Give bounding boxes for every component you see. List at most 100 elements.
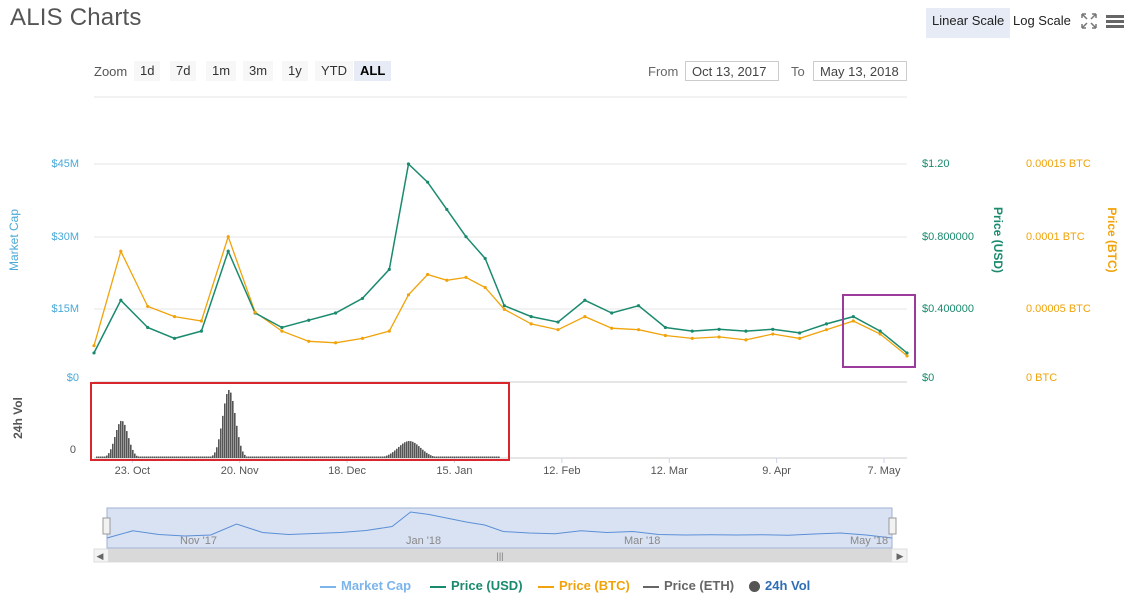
- price-usd-point: [771, 327, 775, 331]
- price-usd-point: [744, 329, 748, 333]
- volume-bar: [494, 456, 496, 458]
- volume-bar: [300, 456, 302, 458]
- price-usd-point: [529, 315, 533, 319]
- volume-bar: [456, 456, 458, 458]
- volume-bar: [258, 456, 260, 458]
- zoom-1y-button[interactable]: 1y: [282, 61, 308, 81]
- legend-item-price-usd-[interactable]: Price (USD): [430, 577, 523, 595]
- volume-bar: [208, 456, 210, 458]
- fullscreen-icon[interactable]: [1080, 12, 1100, 32]
- price-btc-point: [636, 328, 641, 332]
- zoom-1m-button[interactable]: 1m: [206, 61, 237, 81]
- volume-bar: [228, 390, 230, 458]
- legend-item-price-btc-[interactable]: Price (BTC): [538, 577, 630, 595]
- price-usd-point: [878, 329, 882, 333]
- volume-bar: [330, 456, 332, 458]
- navigator[interactable]: Nov '17 Jan '18 Mar '18 May '18: [102, 507, 897, 549]
- price-btc-point: [905, 354, 909, 358]
- price-usd-point: [307, 318, 311, 322]
- volume-bar: [428, 454, 430, 458]
- price-btc-point: [717, 335, 721, 339]
- legend-item-price-eth-[interactable]: Price (ETH): [643, 577, 734, 595]
- legend-label: Price (ETH): [664, 578, 735, 593]
- volume-bar: [132, 449, 134, 458]
- price-btc-point: [445, 278, 449, 282]
- volume-bar: [436, 456, 438, 458]
- volume-bar: [150, 456, 152, 458]
- scrollbar-thumb[interactable]: [108, 549, 892, 562]
- volume-bar: [392, 452, 394, 458]
- volume-bar: [140, 456, 142, 458]
- volume-bar: [400, 445, 402, 458]
- price-btc-point: [502, 307, 506, 311]
- scrollbar[interactable]: ◀ ▶ |||: [93, 548, 908, 563]
- volume-bar: [404, 442, 406, 458]
- volume-bar: [252, 456, 254, 458]
- purple-highlight-box: [842, 294, 916, 368]
- left-tick-0: $0: [67, 372, 79, 384]
- volume-bar: [178, 456, 180, 458]
- volume-bar: [204, 456, 206, 458]
- volume-bar: [478, 456, 480, 458]
- menu-icon[interactable]: [1105, 12, 1125, 32]
- volume-bar: [358, 456, 360, 458]
- x-axis-ticks: 23. Oct 20. Nov 18. Dec 15. Jan 12. Feb 12. M…: [115, 458, 901, 477]
- linear-scale-button[interactable]: Linear Scale: [926, 8, 1011, 38]
- nav-tick-may: May '18: [850, 535, 888, 547]
- legend-label: Market Cap: [341, 578, 412, 593]
- price-usd-point: [556, 320, 560, 324]
- market-cap-axis-title: Market Cap: [7, 209, 21, 271]
- navigator-right-handle[interactable]: [888, 517, 897, 535]
- navigator-left-handle[interactable]: [102, 517, 111, 535]
- from-date-input[interactable]: Oct 13, 2017: [685, 61, 779, 81]
- volume-bar: [458, 456, 460, 458]
- legend-item-24h-vol[interactable]: 24h Vol: [749, 577, 810, 595]
- volume-bar: [232, 400, 234, 458]
- volume-bar: [372, 456, 374, 458]
- volume-bar: [144, 456, 146, 458]
- volume-bar: [294, 456, 296, 458]
- volume-bar: [188, 456, 190, 458]
- price-usd-point: [226, 249, 230, 253]
- price-btc-point: [529, 322, 533, 326]
- zoom-7d-button[interactable]: 7d: [170, 61, 197, 81]
- volume-bar: [270, 456, 272, 458]
- volume-bar: [206, 456, 208, 458]
- price-btc-point: [172, 315, 177, 319]
- zoom-1d-button[interactable]: 1d: [134, 61, 161, 81]
- price-btc-point: [744, 338, 748, 342]
- price-btc-point: [146, 304, 150, 309]
- nav-tick-mar: Mar '18: [624, 535, 660, 547]
- volume-bar: [124, 424, 126, 458]
- volume-bar: [438, 456, 440, 458]
- volume-bar: [268, 456, 270, 458]
- price-btc-point: [798, 336, 802, 340]
- volume-bar: [158, 456, 160, 458]
- legend-item-market-cap[interactable]: Market Cap: [320, 577, 411, 595]
- price-usd-point: [663, 325, 668, 330]
- volume-bar: [434, 456, 436, 458]
- scroll-left-icon[interactable]: ◀: [97, 551, 104, 561]
- zoom-3m-button[interactable]: 3m: [243, 61, 274, 81]
- zoom-ytd-button[interactable]: YTD: [315, 61, 353, 81]
- btc-axis-title: Price (BTC): [1105, 207, 1119, 272]
- volume-bar: [302, 456, 304, 458]
- price-usd-point: [610, 311, 614, 315]
- volume-bar: [342, 456, 344, 458]
- x-tick-label: 9. Apr: [762, 465, 791, 477]
- volume-bar: [272, 456, 274, 458]
- log-scale-button[interactable]: Log Scale: [1013, 13, 1071, 28]
- volume-bar: [254, 456, 256, 458]
- price-btc-point: [663, 333, 668, 338]
- price-usd-point: [483, 256, 487, 261]
- volume-bar: [242, 451, 244, 458]
- legend-label: Price (USD): [451, 578, 523, 593]
- scroll-right-icon[interactable]: ▶: [897, 551, 904, 561]
- volume-bar: [350, 456, 352, 458]
- volume-bar: [420, 447, 422, 458]
- volume-bar: [492, 456, 494, 458]
- zoom-all-button[interactable]: ALL: [354, 61, 392, 81]
- price-btc-point: [583, 315, 587, 319]
- price-btc-points: [92, 235, 909, 358]
- to-date-input[interactable]: May 13, 2018: [813, 61, 907, 81]
